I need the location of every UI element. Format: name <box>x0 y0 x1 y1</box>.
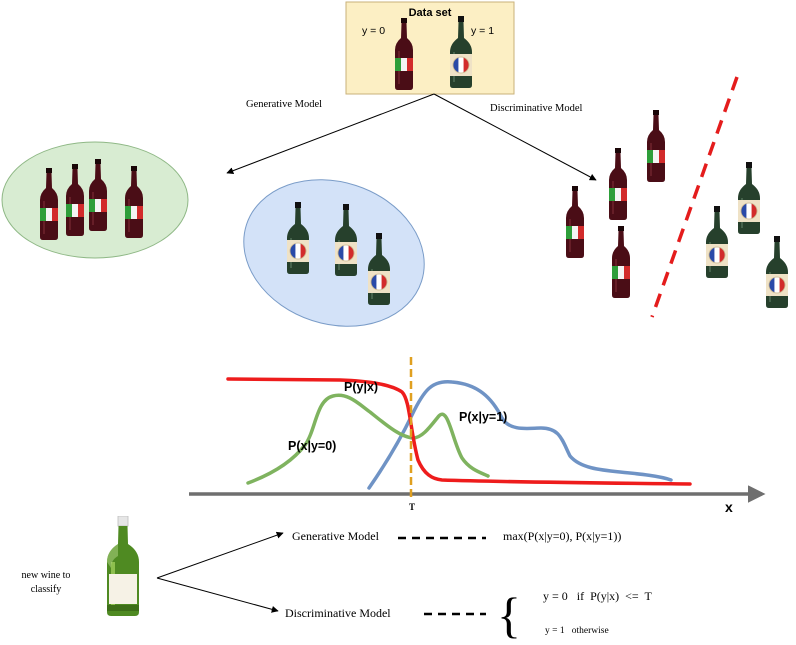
generative-model-label: Generative Model <box>292 529 380 543</box>
curve-likelihood-y0 <box>246 393 490 485</box>
branch-label-discriminative: Discriminative Model <box>490 103 583 114</box>
curve-likelihood-y1 <box>367 380 673 490</box>
bottle-italian-icon <box>612 226 630 298</box>
rule-brace: { <box>497 587 521 643</box>
new-wine-text-line1: new wine to <box>22 570 71 581</box>
dataset-box <box>345 1 515 95</box>
bottle-italian-icon <box>609 148 627 220</box>
label-posterior: P(y|x) <box>344 380 378 394</box>
generative-rule-text: max(P(x|y=0), P(x|y=1)) <box>503 529 621 543</box>
bottle-french-icon <box>765 236 789 308</box>
bottle-italian-icon <box>647 110 665 182</box>
axis-x-label: x <box>725 499 733 515</box>
threshold-label: T <box>409 502 415 512</box>
curve-posterior <box>226 377 692 486</box>
french-cluster <box>243 179 425 327</box>
decision-boundary <box>650 76 739 318</box>
dataset-label-y0: y = 0 <box>362 25 385 37</box>
arrow-to-generative-rule <box>156 531 284 579</box>
bottle-italian-icon <box>566 186 584 258</box>
bottle-french-icon <box>705 206 729 278</box>
new-wine-text-line2: classify <box>31 584 62 595</box>
bottle-white-wine-icon <box>106 516 140 616</box>
discriminative-model-label: Discriminative Model <box>285 606 391 620</box>
arrow-to-generative <box>226 93 435 175</box>
label-likelihood-y0: P(x|y=0) <box>288 439 336 453</box>
dataset-label-y1: y = 1 <box>471 25 494 37</box>
branch-label-generative: Generative Model <box>246 99 322 110</box>
bottle-french-icon <box>737 162 761 234</box>
arrow-to-discriminative <box>433 93 597 181</box>
label-likelihood-y1: P(x|y=1) <box>459 410 507 424</box>
arrow-to-discriminative-rule <box>156 577 279 613</box>
rule-line-y1: y = 1 otherwise <box>545 626 609 636</box>
rule-line-y0: y = 0 if P(y|x) <= T <box>543 589 652 603</box>
dataset-title: Data set <box>409 7 452 19</box>
